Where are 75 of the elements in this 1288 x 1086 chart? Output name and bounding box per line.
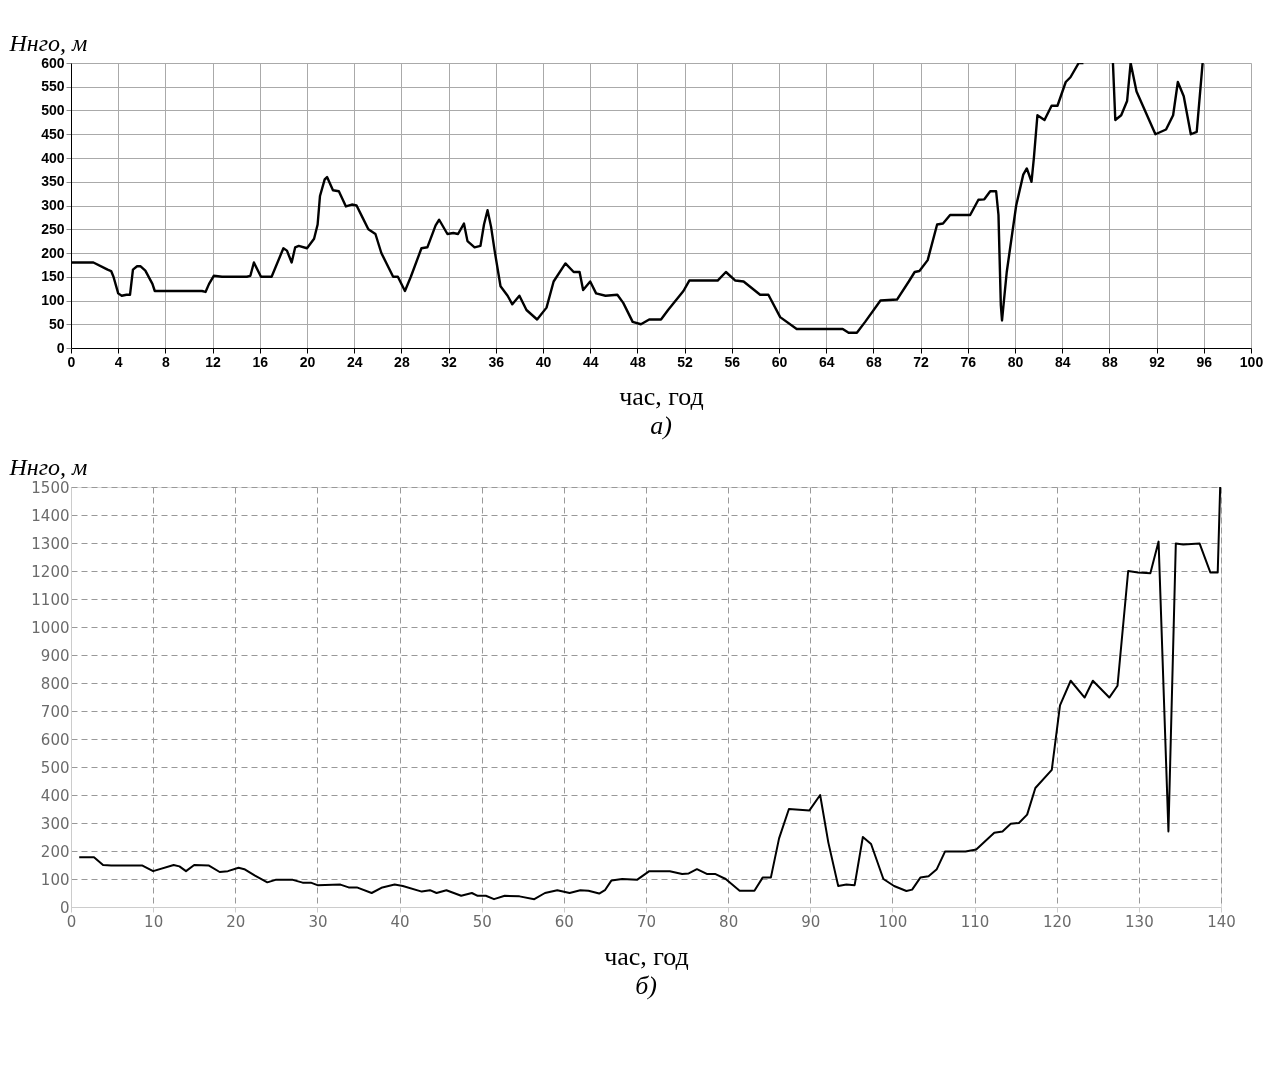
y-tick-label: 700: [40, 702, 70, 721]
x-tick-label: 20: [299, 353, 316, 370]
y-tick-label: 50: [48, 315, 65, 332]
x-tick-label: 40: [535, 353, 552, 370]
y-tick-label: 100: [41, 292, 65, 308]
y-tick-label: 600: [41, 54, 65, 71]
x-tick-label: 76: [960, 353, 977, 370]
x-tick-label: 50: [472, 912, 492, 931]
x-tick-label: 70: [636, 912, 657, 931]
x-tick-label: 48: [630, 353, 646, 370]
x-tick-label: 56: [724, 353, 741, 370]
x-tick-label: 120: [1042, 912, 1072, 931]
x-tick-label: 4: [114, 353, 123, 370]
x-tick-label: 90: [801, 912, 821, 931]
x-tick-label: 20: [226, 912, 246, 931]
x-tick-label: 8: [162, 353, 170, 370]
y-tick-label: 0: [56, 339, 65, 356]
y-tick-label: 450: [41, 125, 65, 142]
x-tick-label: 84: [1054, 353, 1071, 370]
y-tick-label: 800: [40, 674, 70, 693]
y-tick-label: 400: [40, 786, 70, 805]
x-tick-label: 32: [441, 353, 458, 370]
x-tick-label: 60: [554, 912, 574, 931]
y-tick-label: 300: [40, 814, 70, 833]
y-tick-label: 150: [41, 268, 65, 285]
y-tick-label: 600: [40, 730, 70, 749]
x-tick-label: 28: [394, 353, 410, 370]
x-tick-label: 10: [144, 912, 164, 931]
x-tick-label: 92: [1149, 353, 1166, 370]
y-axis-title: Hнго, м: [8, 453, 88, 480]
x-tick-label: 60: [771, 353, 788, 370]
y-tick-label: 250: [41, 220, 65, 237]
x-tick-label: 130: [1125, 912, 1154, 931]
y-tick-label: 400: [41, 149, 65, 166]
y-tick-label: 1100: [31, 590, 70, 609]
y-tick-label: 500: [40, 758, 70, 777]
y-tick-label: 1400: [31, 506, 70, 525]
x-tick-label: 52: [677, 353, 694, 370]
x-axis-title: час, год: [619, 381, 704, 411]
x-tick-label: 68: [866, 353, 882, 370]
y-tick-label: 550: [41, 78, 65, 95]
line-series: [78, 487, 1221, 901]
y-tick-label: 0: [59, 898, 70, 917]
x-tick-label: 80: [719, 912, 739, 931]
x-tick-label: 36: [488, 353, 505, 370]
x-tick-label: 80: [1007, 353, 1024, 370]
x-tick-label: 96: [1196, 353, 1213, 370]
y-tick-label: 1000: [31, 618, 70, 637]
y-tick-label: 1500: [31, 478, 70, 497]
x-tick-label: 12: [205, 353, 222, 370]
x-tick-label: 24: [346, 353, 363, 370]
y-tick-label: 100: [40, 870, 70, 889]
x-tick-label: 100: [1239, 353, 1264, 370]
y-tick-label: 1200: [31, 562, 70, 581]
x-tick-label: 40: [390, 912, 410, 931]
x-tick-label: 140: [1207, 912, 1236, 931]
y-tick-label: 200: [40, 842, 70, 861]
x-tick-label: 64: [818, 353, 835, 370]
x-tick-label: 30: [308, 912, 328, 931]
x-tick-label: 16: [252, 353, 269, 370]
y-tick-label: 1300: [31, 534, 70, 553]
y-tick-label: 350: [41, 173, 65, 190]
x-tick-label: 110: [960, 912, 990, 931]
text: б): [635, 971, 657, 1000]
x-axis-title: час, год: [604, 941, 689, 971]
text: а): [650, 411, 672, 440]
x-tick-label: 88: [1102, 353, 1118, 370]
x-tick-label: 100: [878, 912, 908, 931]
y-axis-title: Hнго, м: [8, 29, 88, 56]
y-tick-label: 300: [41, 197, 65, 213]
x-tick-label: 72: [913, 353, 930, 370]
y-tick-label: 200: [41, 244, 65, 261]
y-tick-label: 900: [40, 646, 70, 665]
x-tick-label: 44: [582, 353, 599, 370]
y-tick-label: 500: [41, 102, 65, 118]
